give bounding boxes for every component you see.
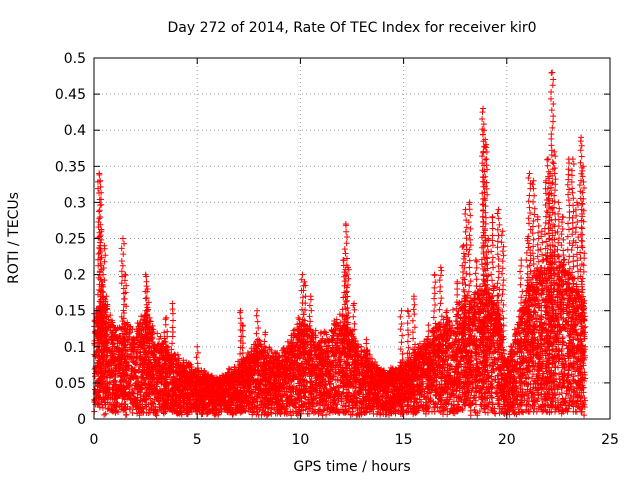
data-point [102,410,109,417]
data-point [124,322,131,329]
data-point [135,368,142,375]
data-point [99,404,106,411]
data-point [258,411,265,418]
data-point [149,339,156,346]
data-point [123,411,130,418]
data-point [145,410,152,417]
data-point [149,322,156,329]
data-point [149,400,156,407]
data-point [129,409,136,416]
data-point [130,390,137,397]
data-point [109,323,116,330]
data-point [154,330,161,337]
data-point [131,340,138,347]
chart-title: Day 272 of 2014, Rate Of TEC Index for r… [167,20,536,36]
data-point [127,381,134,388]
data-point [129,326,136,333]
data-point [107,312,114,319]
data-point [102,331,109,338]
data-point [130,343,137,350]
data-point [133,358,140,365]
data-point [125,362,132,369]
data-point [150,326,157,333]
data-point [127,406,134,413]
data-point [101,411,108,418]
data-point [124,371,131,378]
data-point [147,318,154,325]
data-point [139,385,146,392]
data-point [94,400,101,407]
data-point [133,361,140,368]
data-point [132,369,139,376]
scatter-points [91,69,589,419]
data-point [337,319,344,326]
